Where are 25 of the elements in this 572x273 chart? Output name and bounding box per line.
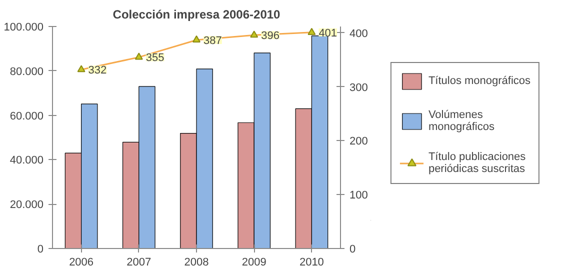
y-tick-label: 20.000 [10,199,44,212]
data-label: 387 [204,34,222,47]
y2-tick-label: 200 [350,136,368,148]
data-label: 355 [146,52,164,64]
x-tick-label: 2007 [126,256,152,268]
chart-title: Colección impresa 2006-2010 [112,8,281,22]
y-tick-label: 100.000 [4,22,44,34]
y2-tick-label: 300 [350,82,368,94]
data-label: 401 [318,27,338,40]
y-tick-label: 60.000 [10,110,44,122]
data-label: 332 [88,64,107,77]
y-tick-label: 80.000 [10,66,44,78]
y2-tick-label: 0 [350,244,356,256]
x-tick-label: 2006 [69,256,94,268]
y-tick-label: 40.000 [10,154,44,167]
y2-tick-label: 400 [350,28,368,40]
data-label: 396 [261,30,280,42]
legend-label: Volúmenes monográficos [428,109,494,133]
y2-tick-label: 100 [350,190,368,202]
x-tick-label: 2010 [299,256,324,268]
y-tick-label: 0 [37,244,44,256]
x-tick-label: 2009 [242,256,266,268]
x-tick-label: 2008 [184,256,209,268]
legend-label: Títulos monográficos [428,75,531,87]
legend-label: Título publicaciones periódicas suscritas [428,151,526,175]
